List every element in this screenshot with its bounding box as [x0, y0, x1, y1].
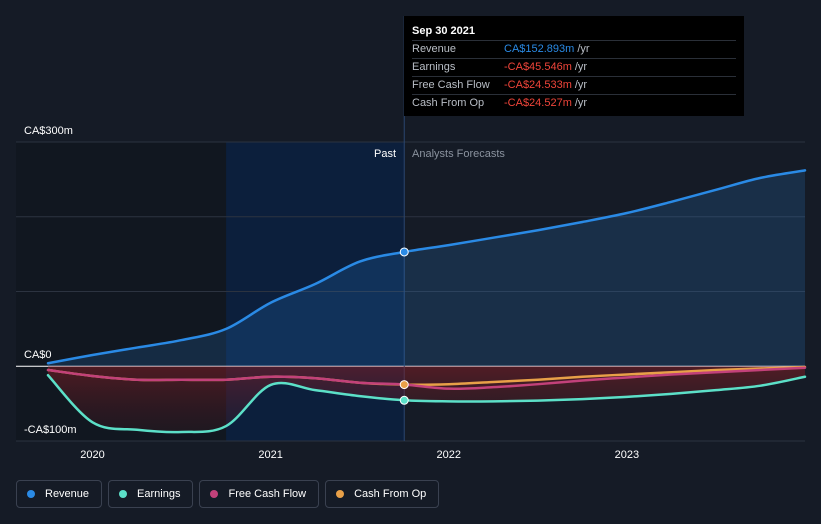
legend-label: Earnings	[137, 488, 181, 500]
tooltip-row-cash-from-op: Cash From Op -CA$24.527m /yr	[412, 94, 736, 112]
tooltip-value: -CA$24.533m	[504, 79, 572, 91]
legend-dot-icon	[336, 490, 345, 498]
tooltip-date: Sep 30 2021	[412, 25, 475, 37]
revenue-area	[48, 170, 805, 367]
legend-item-earnings[interactable]: Earnings	[108, 480, 194, 508]
legend-dot-icon	[119, 490, 128, 498]
x-tick-label-2020: 2020	[80, 449, 104, 461]
earnings-marker	[399, 395, 409, 405]
legend-item-revenue[interactable]: Revenue	[16, 480, 103, 508]
financial-chart: CA$300m CA$0 -CA$100m Past Analysts Fore…	[16, 16, 807, 461]
tooltip-label: Revenue	[412, 43, 457, 55]
tooltip-label: Earnings	[412, 61, 456, 73]
legend-dot-icon	[27, 490, 35, 498]
legend-item-free-cash-flow[interactable]: Free Cash Flow	[199, 480, 320, 508]
cash-from-op-marker	[399, 380, 409, 390]
tooltip-unit: /yr	[574, 97, 588, 109]
x-tick-label-2021: 2021	[258, 449, 282, 461]
x-tick-label-2022: 2022	[437, 449, 461, 461]
data-tooltip: Sep 30 2021 Revenue CA$152.893m /yr Earn…	[404, 16, 744, 116]
legend-dot-icon	[210, 490, 219, 498]
chart-legend: Revenue Earnings Free Cash Flow Cash Fro…	[16, 480, 445, 508]
y-tick-label-top: CA$300m	[24, 125, 73, 137]
revenue-line	[46, 169, 807, 365]
y-tick-label-zero: CA$0	[24, 349, 52, 361]
tooltip-value: -CA$24.527m	[504, 97, 572, 109]
tooltip-row-earnings: Earnings -CA$45.546m /yr	[412, 58, 736, 76]
past-section-label: Past	[374, 148, 396, 160]
tooltip-label: Cash From Op	[412, 97, 485, 109]
revenue-marker	[399, 247, 409, 257]
legend-label: Free Cash Flow	[228, 488, 307, 500]
tooltip-unit: /yr	[574, 79, 588, 91]
x-tick-label-2023: 2023	[615, 449, 639, 461]
tooltip-value: -CA$45.546m	[504, 61, 572, 73]
tooltip-row-free-cash-flow: Free Cash Flow -CA$24.533m /yr	[412, 76, 736, 94]
tooltip-unit: /yr	[577, 43, 590, 55]
legend-label: Cash From Op	[354, 488, 427, 500]
free-cash-flow-line	[46, 366, 807, 391]
legend-label: Revenue	[45, 488, 90, 500]
forecast-section-label: Analysts Forecasts	[412, 148, 505, 160]
y-tick-label-bottom: -CA$100m	[24, 424, 77, 436]
earnings-line	[46, 373, 807, 434]
earnings-area	[48, 366, 805, 433]
tooltip-row-revenue: Revenue CA$152.893m /yr	[412, 40, 736, 58]
tooltip-label: Free Cash Flow	[412, 79, 490, 91]
legend-item-cash-from-op[interactable]: Cash From Op	[325, 480, 440, 508]
tooltip-unit: /yr	[574, 61, 588, 73]
tooltip-value: CA$152.893m	[504, 43, 575, 55]
